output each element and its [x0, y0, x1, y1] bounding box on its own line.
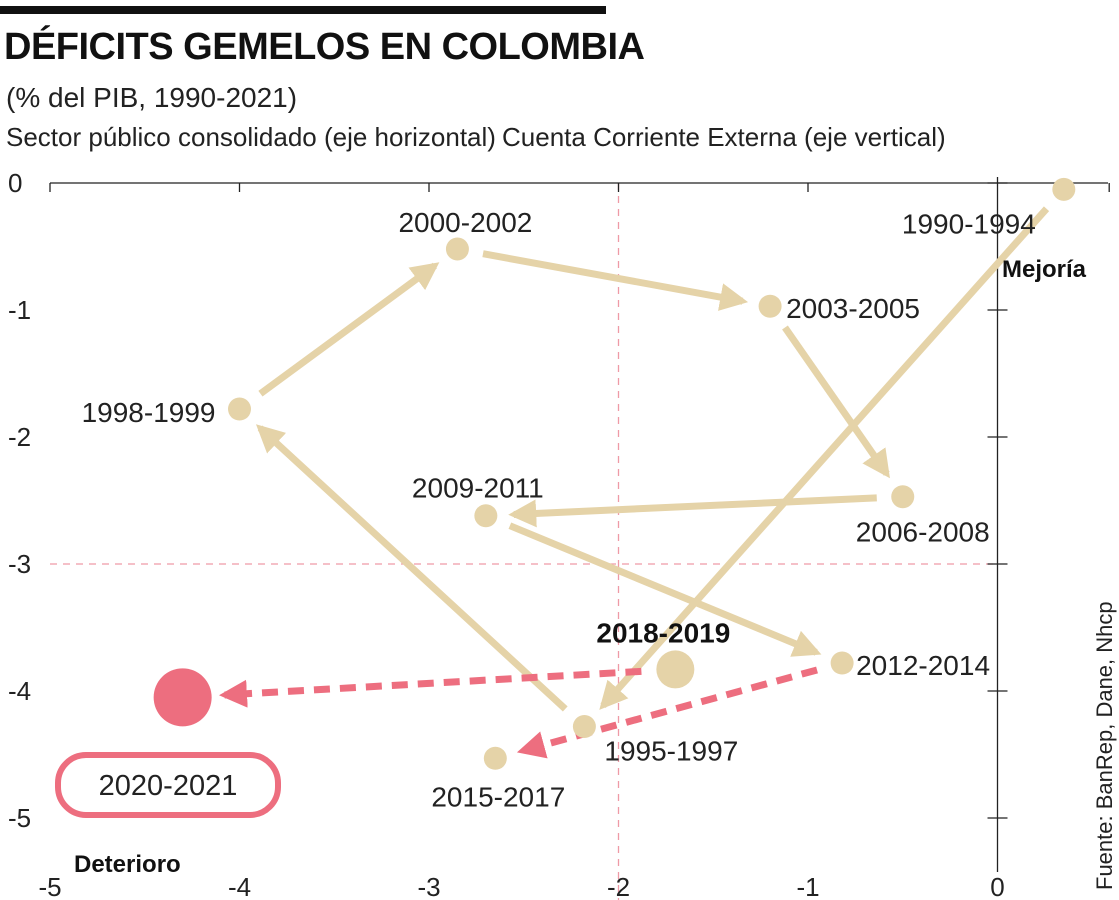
x-tick-label: 0 [990, 872, 1004, 900]
point [656, 650, 695, 689]
point [758, 294, 782, 318]
y-tick-label: 0 [8, 168, 22, 198]
path-arrow [255, 424, 568, 712]
point [830, 651, 854, 675]
x-tick-label: -3 [417, 872, 440, 900]
point [1052, 177, 1076, 201]
path-arrow [599, 206, 1050, 710]
annotation-deterioration: Deterioro [74, 851, 181, 878]
y-tick-label: -1 [8, 295, 31, 325]
annotation-improvement: Mejoría [1002, 256, 1087, 283]
point [474, 504, 498, 528]
point [445, 237, 469, 261]
y-tick-label: -3 [8, 549, 31, 579]
chart-title: DÉFICITS GEMELOS EN COLOMBIA [4, 26, 645, 68]
point [483, 746, 507, 770]
point [891, 485, 915, 509]
path-arrow [482, 250, 749, 311]
chart-subtitle: (% del PIB, 1990-2021) [6, 82, 298, 113]
path-arrow [258, 262, 440, 397]
x-tick-label: -4 [228, 872, 251, 900]
path-arrow [782, 325, 890, 479]
point-label: 1998-1999 [82, 397, 216, 428]
point [228, 397, 251, 421]
title-top-bar [0, 6, 606, 14]
path-arrow [508, 494, 877, 528]
x-tick-label: -2 [607, 872, 630, 900]
x-axis-title: Sector público consolidado (eje horizont… [6, 122, 496, 152]
y-tick-label: -2 [8, 422, 31, 452]
point-label: 2012-2014 [856, 650, 990, 681]
y-tick-label: -5 [8, 803, 31, 833]
point-label: 1990-1994 [902, 208, 1036, 239]
point-label: 2018-2019 [596, 617, 730, 648]
point-label: 2000-2002 [398, 207, 532, 238]
point-label: 2006-2008 [856, 517, 990, 548]
point-label: 2015-2017 [431, 781, 565, 812]
y-axis-title: Cuenta Corriente Externa (eje vertical) [502, 122, 946, 152]
point [572, 715, 596, 739]
x-tick-label: -1 [796, 872, 819, 900]
point-label: 2003-2005 [786, 293, 920, 324]
y-tick-label: -4 [8, 676, 31, 706]
point-label: 1995-1997 [604, 736, 738, 767]
x-tick-label: -5 [38, 872, 61, 900]
point-label: 2009-2011 [412, 473, 544, 504]
path-arrow [508, 522, 822, 657]
point-label: 2020-2021 [99, 770, 238, 802]
point [153, 668, 212, 727]
highlight-label-box [55, 752, 281, 818]
path-arrow [218, 667, 642, 708]
